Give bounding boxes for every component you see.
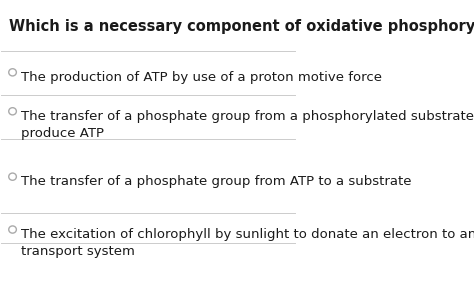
Text: Which is a necessary component of oxidative phosphorylation?: Which is a necessary component of oxidat… [9, 19, 474, 35]
Text: The transfer of a phosphate group from a phosphorylated substrate to ADP to
prod: The transfer of a phosphate group from a… [21, 110, 474, 140]
Text: The transfer of a phosphate group from ATP to a substrate: The transfer of a phosphate group from A… [21, 175, 412, 188]
Text: The excitation of chlorophyll by sunlight to donate an electron to an electron
t: The excitation of chlorophyll by sunligh… [21, 228, 474, 258]
Text: The production of ATP by use of a proton motive force: The production of ATP by use of a proton… [21, 71, 383, 84]
